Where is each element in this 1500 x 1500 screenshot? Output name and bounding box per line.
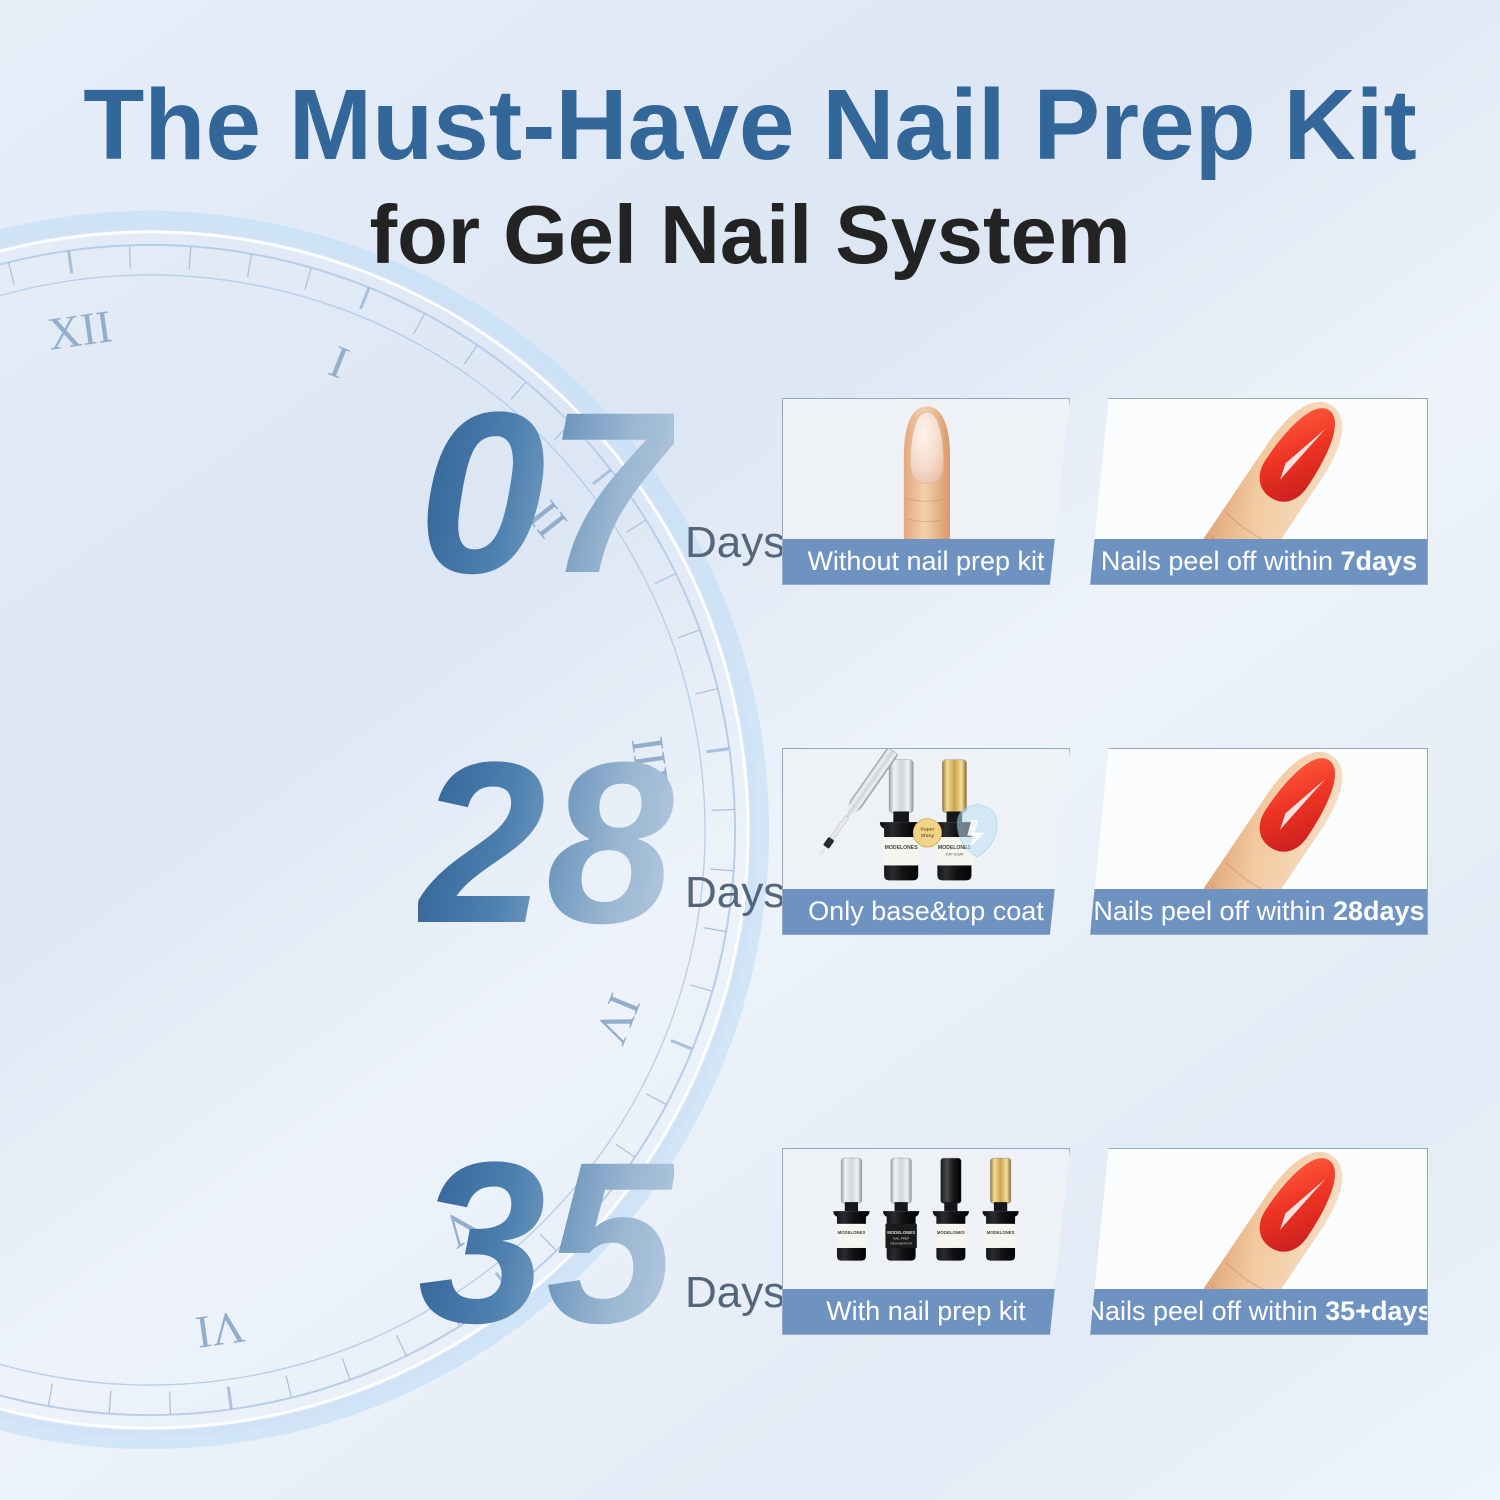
svg-text:IV: IV bbox=[585, 987, 650, 1051]
svg-text:MODELONES: MODELONES bbox=[837, 1230, 865, 1235]
svg-text:MODELONES: MODELONES bbox=[885, 845, 919, 851]
svg-text:MODELONES: MODELONES bbox=[887, 1230, 915, 1235]
svg-text:MODELONES: MODELONES bbox=[937, 1230, 965, 1235]
svg-text:Super: Super bbox=[920, 827, 934, 833]
svg-text:MODELONES: MODELONES bbox=[987, 1230, 1015, 1235]
svg-text:XII: XII bbox=[45, 300, 115, 359]
svg-text:Shiny: Shiny bbox=[921, 833, 935, 839]
svg-text:DEHYDRATOR: DEHYDRATOR bbox=[890, 1241, 912, 1245]
svg-text:NAIL PREP: NAIL PREP bbox=[893, 1237, 909, 1241]
svg-text:TOP COAT: TOP COAT bbox=[945, 853, 964, 857]
